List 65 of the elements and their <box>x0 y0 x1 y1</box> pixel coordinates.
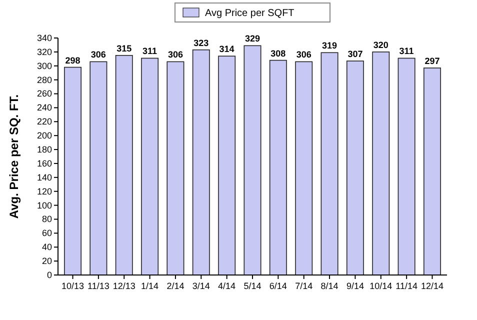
bar <box>269 60 287 276</box>
y-tick-label: 180 <box>36 144 52 154</box>
x-tick-label: 10/14 <box>370 281 392 291</box>
data-label: 308 <box>270 48 286 58</box>
x-tick-label: 4/14 <box>218 281 236 291</box>
bar <box>398 58 416 276</box>
x-tick-label: 8/14 <box>320 281 338 291</box>
x-tick-label: 5/14 <box>244 281 262 291</box>
y-tick-label: 160 <box>36 158 52 168</box>
y-tick-label: 220 <box>36 116 52 127</box>
bar <box>115 55 133 276</box>
y-axis-title: Avg. Price per SQ. FT. <box>7 94 21 219</box>
bar <box>295 61 313 276</box>
y-tick-label: 340 <box>36 32 52 43</box>
y-tick-label: 140 <box>36 172 52 182</box>
y-tick-label: 60 <box>42 228 52 238</box>
data-label: 306 <box>90 50 106 60</box>
bar <box>64 66 82 276</box>
y-tick-label: 280 <box>36 74 52 85</box>
x-tick-label: 1/14 <box>141 281 159 291</box>
data-label: 319 <box>322 40 338 51</box>
data-label: 306 <box>168 50 183 60</box>
legend-label: Avg Price per SQFT <box>205 8 294 19</box>
data-label: 298 <box>65 55 80 66</box>
bar <box>320 52 338 276</box>
y-tick-label: 260 <box>36 88 52 99</box>
y-tick-label: 240 <box>36 102 52 113</box>
y-tick-label: 0 <box>46 270 52 280</box>
data-label: 320 <box>373 40 388 50</box>
y-tick-label: 300 <box>36 60 52 71</box>
data-label: 311 <box>399 46 414 56</box>
bar <box>244 45 262 276</box>
bar <box>372 52 390 276</box>
bar <box>346 60 364 276</box>
data-label: 315 <box>116 43 132 54</box>
data-label: 329 <box>244 34 260 44</box>
x-tick-label: 6/14 <box>269 281 287 291</box>
y-tick-label: 80 <box>42 214 52 224</box>
data-label: 307 <box>348 49 363 60</box>
bar <box>141 58 159 276</box>
y-tick-label: 320 <box>36 46 52 57</box>
bar <box>192 49 210 276</box>
y-tick-label: 200 <box>36 130 52 141</box>
y-tick-label: 40 <box>42 242 52 252</box>
data-label: 297 <box>424 56 440 66</box>
y-tick-label: 100 <box>36 200 52 210</box>
x-tick-label: 10/13 <box>62 281 84 291</box>
x-tick-label: 12/13 <box>112 281 136 291</box>
x-tick-label: 11/14 <box>396 281 418 291</box>
y-tick-label: 120 <box>36 186 52 196</box>
data-label: 306 <box>296 50 312 60</box>
x-tick-label: 11/13 <box>88 281 110 291</box>
x-tick-label: 3/14 <box>192 281 210 291</box>
bar <box>423 68 441 276</box>
data-label: 311 <box>142 46 158 56</box>
x-tick-label: 7/14 <box>295 281 313 291</box>
bar <box>166 61 184 276</box>
data-label: 323 <box>194 38 209 48</box>
x-tick-label: 9/14 <box>346 281 364 291</box>
y-tick-label: 20 <box>42 256 52 266</box>
bar <box>90 61 108 276</box>
bar <box>218 56 236 276</box>
x-tick-label: 2/14 <box>166 281 184 291</box>
x-tick-label: 12/14 <box>420 281 444 291</box>
data-label: 314 <box>219 44 234 54</box>
